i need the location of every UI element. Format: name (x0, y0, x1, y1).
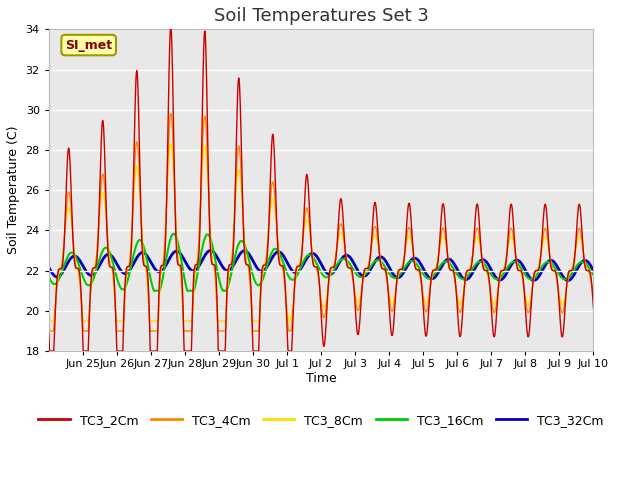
TC3_16Cm (150, 288, 158, 294)
TC3_16Cm (297, 265, 305, 271)
TC3_4Cm (412, 264, 420, 270)
TC3_8Cm (45, 310, 52, 316)
TC3_4Cm (59, 252, 67, 258)
TC3_32Cm (564, 277, 572, 283)
TC3_2Cm (45, 348, 53, 354)
TC3_2Cm (336, 204, 344, 210)
TC3_32Cm (412, 255, 419, 261)
Text: SI_met: SI_met (65, 38, 112, 51)
TC3_2Cm (45, 331, 52, 336)
X-axis label: Time: Time (306, 372, 337, 385)
TC3_4Cm (45, 317, 52, 323)
TC3_32Cm (335, 260, 343, 266)
TC3_4Cm (263, 251, 271, 256)
Legend: TC3_2Cm, TC3_4Cm, TC3_8Cm, TC3_16Cm, TC3_32Cm: TC3_2Cm, TC3_4Cm, TC3_8Cm, TC3_16Cm, TC3… (33, 409, 609, 432)
TC3_2Cm (166, 26, 174, 32)
TC3_16Cm (384, 268, 392, 274)
TC3_4Cm (46, 328, 54, 334)
TC3_4Cm (167, 111, 175, 117)
TC3_2Cm (263, 257, 271, 263)
TC3_32Cm (262, 264, 270, 270)
Line: TC3_8Cm: TC3_8Cm (49, 144, 593, 321)
Title: Soil Temperatures Set 3: Soil Temperatures Set 3 (214, 7, 429, 25)
TC3_32Cm (59, 269, 67, 275)
TC3_16Cm (45, 274, 52, 279)
TC3_16Cm (412, 260, 420, 266)
TC3_32Cm (383, 261, 391, 267)
TC3_4Cm (589, 297, 597, 303)
TC3_16Cm (59, 267, 67, 273)
TC3_4Cm (336, 224, 344, 230)
TC3_2Cm (59, 258, 67, 264)
TC3_4Cm (297, 258, 305, 264)
TC3_2Cm (589, 305, 597, 311)
TC3_32Cm (45, 264, 52, 270)
TC3_2Cm (384, 283, 392, 288)
TC3_2Cm (297, 261, 305, 267)
TC3_8Cm (589, 293, 597, 299)
TC3_8Cm (412, 264, 420, 269)
TC3_8Cm (384, 283, 392, 289)
TC3_8Cm (167, 141, 175, 147)
Line: TC3_4Cm: TC3_4Cm (49, 114, 593, 331)
TC3_2Cm (412, 266, 420, 272)
TC3_8Cm (59, 251, 67, 257)
TC3_8Cm (263, 248, 271, 254)
TC3_32Cm (296, 266, 304, 272)
TC3_4Cm (384, 284, 392, 290)
TC3_16Cm (336, 258, 344, 264)
TC3_16Cm (170, 231, 177, 237)
TC3_16Cm (589, 272, 597, 278)
TC3_8Cm (336, 231, 344, 237)
Y-axis label: Soil Temperature (C): Soil Temperature (C) (7, 126, 20, 254)
TC3_8Cm (297, 256, 305, 262)
Line: TC3_2Cm: TC3_2Cm (49, 29, 593, 351)
TC3_16Cm (263, 264, 271, 269)
TC3_32Cm (589, 268, 597, 274)
Line: TC3_32Cm: TC3_32Cm (49, 251, 593, 280)
Line: TC3_16Cm: TC3_16Cm (49, 234, 593, 291)
TC3_32Cm (207, 248, 214, 253)
TC3_8Cm (46, 318, 54, 324)
